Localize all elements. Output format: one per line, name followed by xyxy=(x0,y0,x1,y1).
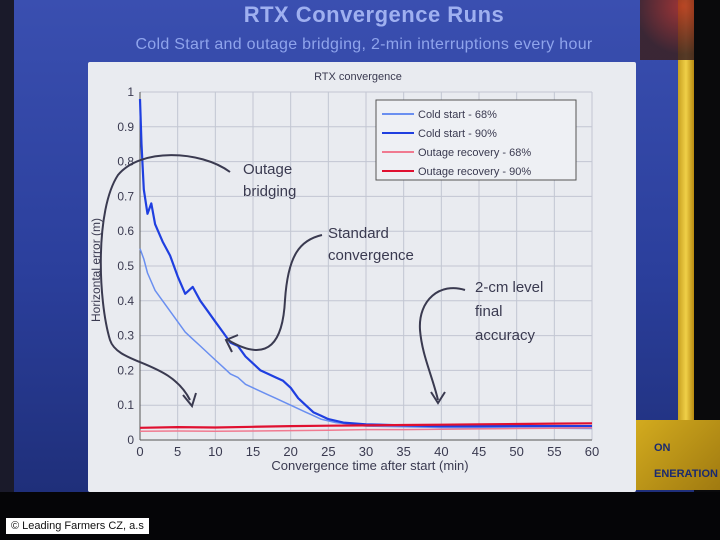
x-tick-label: 40 xyxy=(434,444,448,459)
y-tick-label: 0.2 xyxy=(117,363,134,377)
banner-line-2: ENERATION xyxy=(654,468,718,480)
slide-subtitle: Cold Start and outage bridging, 2-min in… xyxy=(135,36,593,53)
chart-title: RTX convergence xyxy=(314,71,402,83)
y-tick-label: 0.6 xyxy=(117,224,134,238)
slide-corner-decoration xyxy=(640,0,694,60)
outage-bridging-arrowhead xyxy=(182,392,197,409)
footer-banner: ON ENERATION xyxy=(620,420,720,490)
x-tick-label: 30 xyxy=(359,444,373,459)
y-tick-label: 0 xyxy=(127,433,134,447)
annotation-final-accuracy: 2-cm level final accuracy xyxy=(475,279,548,344)
annotation-final-line2: final xyxy=(475,303,503,320)
standard-convergence-arrowhead xyxy=(224,334,239,353)
legend-entry: Cold start - 90% xyxy=(418,128,497,140)
slide-title: RTX Convergence Runs xyxy=(243,2,505,27)
legend-entry: Outage recovery - 90% xyxy=(418,166,531,178)
x-tick-label: 20 xyxy=(283,444,297,459)
annotation-outage-bridging: Outage bridging xyxy=(243,161,296,200)
x-tick-label: 25 xyxy=(321,444,335,459)
annotation-standard-line2: convergence xyxy=(328,247,414,264)
x-axis-label: Convergence time after start (min) xyxy=(271,458,468,473)
chart-legend: Cold start - 68% Cold start - 90% Outage r… xyxy=(375,99,577,181)
x-tick-label: 60 xyxy=(585,444,599,459)
annotation-standard-convergence: Standard convergence xyxy=(328,225,414,264)
y-axis-label: Horizontal error (m) xyxy=(89,218,103,322)
standard-convergence-arrow xyxy=(227,234,323,351)
slide-gold-border xyxy=(678,0,694,420)
convergence-chart: 0 5 10 15 20 25 30 35 40 45 50 55 60 0 0.1 0.2 0.3 0.4 0.5… xyxy=(89,71,599,473)
y-tick-label: 0.1 xyxy=(117,398,134,412)
y-tick-label: 0.9 xyxy=(117,120,134,134)
annotation-final-line3: accuracy xyxy=(475,327,536,344)
x-tick-label: 45 xyxy=(472,444,486,459)
copyright-watermark: © Leading Farmers CZ, a.s xyxy=(6,518,149,534)
slide-left-edge xyxy=(0,0,14,492)
y-tick-label: 0.5 xyxy=(117,259,134,273)
x-tick-label: 0 xyxy=(136,444,143,459)
x-tick-label: 10 xyxy=(208,444,222,459)
x-tick-label: 5 xyxy=(174,444,181,459)
annotation-final-line1: 2-cm level xyxy=(475,279,543,296)
x-tick-label: 15 xyxy=(246,444,260,459)
series-line-4 xyxy=(139,422,593,429)
outage-bridging-arrow xyxy=(99,154,231,401)
y-tick-label: 0.7 xyxy=(117,189,134,203)
x-tick-label: 50 xyxy=(509,444,523,459)
hand-annotations: Outage bridging Standard convergence 2-c… xyxy=(99,154,548,409)
series-line-3 xyxy=(139,427,593,433)
y-tick-label: 0.4 xyxy=(117,294,134,308)
final-accuracy-arrowhead xyxy=(430,391,446,405)
y-tick-label: 0.3 xyxy=(117,329,134,343)
y-tick-label: 1 xyxy=(127,85,134,99)
legend-entry: Outage recovery - 68% xyxy=(418,147,531,159)
banner-line-1: ON xyxy=(654,442,671,454)
series-lines xyxy=(138,98,593,433)
final-accuracy-arrow xyxy=(418,287,466,401)
annotation-standard-line1: Standard xyxy=(328,225,389,242)
x-tick-label: 35 xyxy=(396,444,410,459)
x-tick-label: 55 xyxy=(547,444,561,459)
annotation-outage-line1: Outage xyxy=(243,161,292,178)
annotation-outage-line2: bridging xyxy=(243,183,296,200)
legend-entry: Cold start - 68% xyxy=(418,109,497,121)
chart-axes: 0 5 10 15 20 25 30 35 40 45 50 55 60 0 0.1 0.2 0.3 0.4 0.5… xyxy=(117,85,599,459)
